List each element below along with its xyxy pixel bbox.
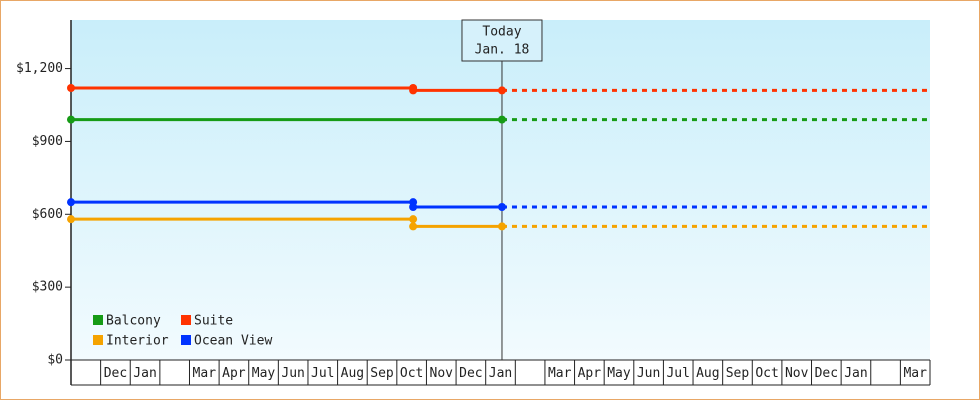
point (409, 215, 418, 224)
point (67, 84, 75, 92)
point (67, 198, 75, 207)
y-tick-label: $600 (32, 207, 63, 222)
point (67, 115, 75, 124)
y-tick-label: $1,200 (16, 61, 63, 76)
point (497, 203, 506, 211)
legend-label: Balcony (106, 314, 161, 329)
x-tick-label: Jan (133, 366, 156, 381)
x-tick-label: Nov (430, 366, 454, 381)
x-tick-label: Nov (785, 366, 809, 381)
x-tick-label: Sep (726, 366, 750, 381)
point (67, 215, 75, 224)
point (409, 203, 418, 211)
x-tick-label: Dec (815, 366, 838, 381)
legend-label: Ocean View (194, 334, 272, 349)
x-tick-label: Sep (370, 366, 394, 381)
legend-swatch (93, 335, 103, 345)
x-tick-label: Oct (400, 366, 423, 381)
x-tick-label: Aug (696, 366, 719, 381)
x-tick-label: Aug (341, 366, 364, 381)
y-tick-label: $0 (47, 353, 63, 368)
x-tick-label: May (252, 366, 276, 381)
today-label: Jan. 18 (475, 43, 530, 58)
legend-label: Suite (194, 314, 233, 329)
point (409, 222, 418, 231)
today-box (461, 19, 543, 62)
x-tick-label: Mar (193, 366, 217, 381)
x-tick-label: Mar (903, 366, 927, 381)
x-tick-label: Mar (548, 366, 572, 381)
x-tick-label: Apr (578, 366, 602, 381)
x-tick-label: Jul (666, 366, 689, 381)
today-label: Today (482, 25, 521, 40)
x-tick-label: May (607, 366, 631, 381)
legend-label: Interior (106, 334, 169, 349)
legend-swatch (93, 315, 103, 325)
point (497, 222, 506, 231)
x-tick-label: Dec (459, 366, 482, 381)
y-tick-label: $300 (32, 280, 63, 295)
legend-swatch (181, 315, 191, 325)
point (497, 86, 506, 95)
x-tick-label: Apr (222, 366, 246, 381)
x-tick-label: Dec (104, 366, 127, 381)
plot-area (71, 20, 930, 360)
point (497, 115, 506, 124)
x-tick-label: Jun (281, 366, 304, 381)
legend-swatch (181, 335, 191, 345)
x-tick-label: Oct (755, 366, 778, 381)
x-tick-label: Jun (637, 366, 660, 381)
x-tick-label: Jan (489, 366, 512, 381)
point (409, 86, 418, 95)
y-tick-label: $900 (32, 134, 63, 149)
x-tick-label: Jan (844, 366, 867, 381)
x-tick-label: Jul (311, 366, 334, 381)
